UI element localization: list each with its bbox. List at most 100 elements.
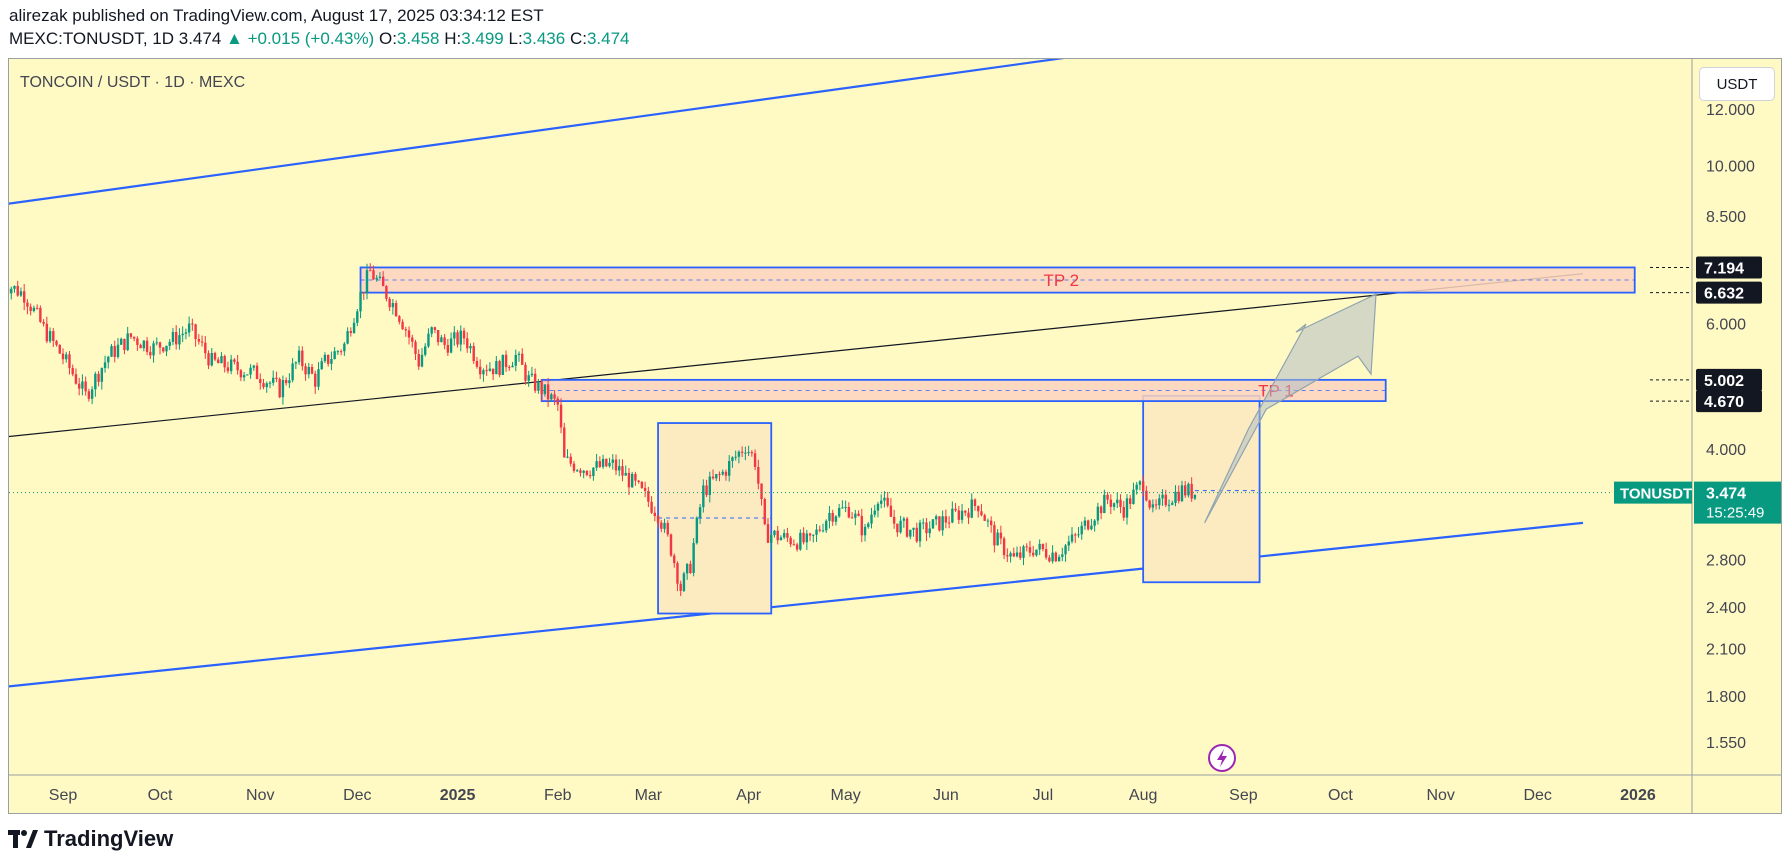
candle-body xyxy=(440,337,443,343)
candle-body xyxy=(242,375,246,378)
countdown-label: 15:25:49 xyxy=(1706,505,1764,522)
tradingview-logo[interactable]: TradingView xyxy=(8,826,173,852)
candle-body xyxy=(831,512,834,522)
candle-body xyxy=(572,463,576,471)
candle-body xyxy=(466,338,469,349)
candle-body xyxy=(229,359,233,372)
candle-body xyxy=(343,343,346,352)
key-level-tag xyxy=(1696,281,1762,304)
chart-pane[interactable] xyxy=(8,58,1782,814)
candle-body xyxy=(304,366,307,375)
y-tick-label: 8.500 xyxy=(1706,209,1746,226)
candle-body xyxy=(883,497,886,501)
candle-body xyxy=(1057,556,1061,562)
candle-body xyxy=(1193,494,1197,499)
candle-body xyxy=(1044,549,1048,558)
candle-body xyxy=(601,458,605,467)
candle-body xyxy=(323,354,327,362)
key-level-label: 4.670 xyxy=(1704,394,1744,411)
candle-body xyxy=(181,333,184,336)
candle-body xyxy=(643,487,647,491)
candle-body xyxy=(753,453,757,467)
price-tag xyxy=(1694,481,1781,524)
candle-body xyxy=(585,470,589,476)
candle-body xyxy=(1090,525,1093,530)
projection-arrow xyxy=(1204,293,1377,524)
candle-body xyxy=(74,374,78,384)
candle-body xyxy=(71,367,74,375)
candle-body xyxy=(1177,491,1180,502)
candle-body xyxy=(485,370,488,372)
candle-body xyxy=(52,331,55,341)
candle-body xyxy=(65,354,68,360)
candle-body xyxy=(825,520,828,531)
candle-body xyxy=(116,344,120,357)
candle-body xyxy=(498,361,501,375)
publisher-line: alirezak published on TradingView.com, A… xyxy=(9,6,544,25)
candle-body xyxy=(537,381,540,391)
high-label: H: xyxy=(444,29,462,48)
candle-body xyxy=(867,523,870,527)
high-value: 3.499 xyxy=(461,29,504,48)
candle-body xyxy=(757,466,760,484)
symbol-tag-label: TONUSDT xyxy=(1620,486,1692,503)
candle-body xyxy=(301,350,304,367)
candle-body xyxy=(925,522,928,534)
candle-body xyxy=(1028,547,1032,553)
candle-body xyxy=(1099,506,1103,514)
candle-body xyxy=(986,520,990,522)
candle-body xyxy=(1190,483,1193,499)
zone-label: TP 2 xyxy=(1044,271,1080,290)
candle-body xyxy=(795,544,799,550)
candle-body xyxy=(854,513,857,518)
candle-body xyxy=(996,532,999,546)
candle-body xyxy=(491,368,495,375)
candle-body xyxy=(398,316,401,322)
candle-body xyxy=(1022,546,1025,558)
candle-body xyxy=(1025,546,1028,548)
candle-body xyxy=(931,519,935,529)
candle-body xyxy=(941,516,944,531)
lightning-bolt-icon xyxy=(1217,749,1227,767)
candle-body xyxy=(698,507,702,518)
candle-body xyxy=(912,527,915,530)
candle-body xyxy=(1012,553,1015,557)
candle-body xyxy=(922,522,925,524)
candle-body xyxy=(200,341,204,343)
candle-body xyxy=(734,456,737,458)
candle-body xyxy=(1183,485,1187,496)
candle-body xyxy=(977,506,980,512)
candle-body xyxy=(19,291,23,296)
candle-body xyxy=(721,471,724,475)
candle-body xyxy=(799,532,802,550)
currency-button[interactable]: USDT xyxy=(1699,67,1775,101)
x-tick-label: Dec xyxy=(343,787,371,804)
x-tick-label: Mar xyxy=(635,787,663,804)
x-tick-label: Sep xyxy=(1229,787,1258,804)
candle-body xyxy=(960,510,964,520)
candle-body xyxy=(905,518,909,537)
candle-body xyxy=(530,373,534,376)
candle-body xyxy=(1174,491,1177,503)
candle-body xyxy=(1074,534,1077,536)
candle-body xyxy=(381,276,385,287)
candle-body xyxy=(9,288,10,294)
candle-body xyxy=(152,343,155,356)
candle-body xyxy=(789,537,792,545)
candle-body xyxy=(249,367,252,375)
candle-body xyxy=(766,524,770,543)
candle-body xyxy=(808,533,812,536)
highlight-box xyxy=(1142,394,1261,584)
candle-body xyxy=(1125,498,1129,518)
candle-body xyxy=(708,476,711,495)
candle-body xyxy=(22,291,26,303)
candle-body xyxy=(385,286,388,299)
candle-body xyxy=(110,346,113,357)
candle-body xyxy=(424,346,427,355)
y-tick-label: 4.000 xyxy=(1706,442,1746,459)
candle-body xyxy=(1070,534,1074,542)
candle-body xyxy=(372,270,375,280)
candle-body xyxy=(129,333,133,337)
candle-body xyxy=(320,361,323,370)
